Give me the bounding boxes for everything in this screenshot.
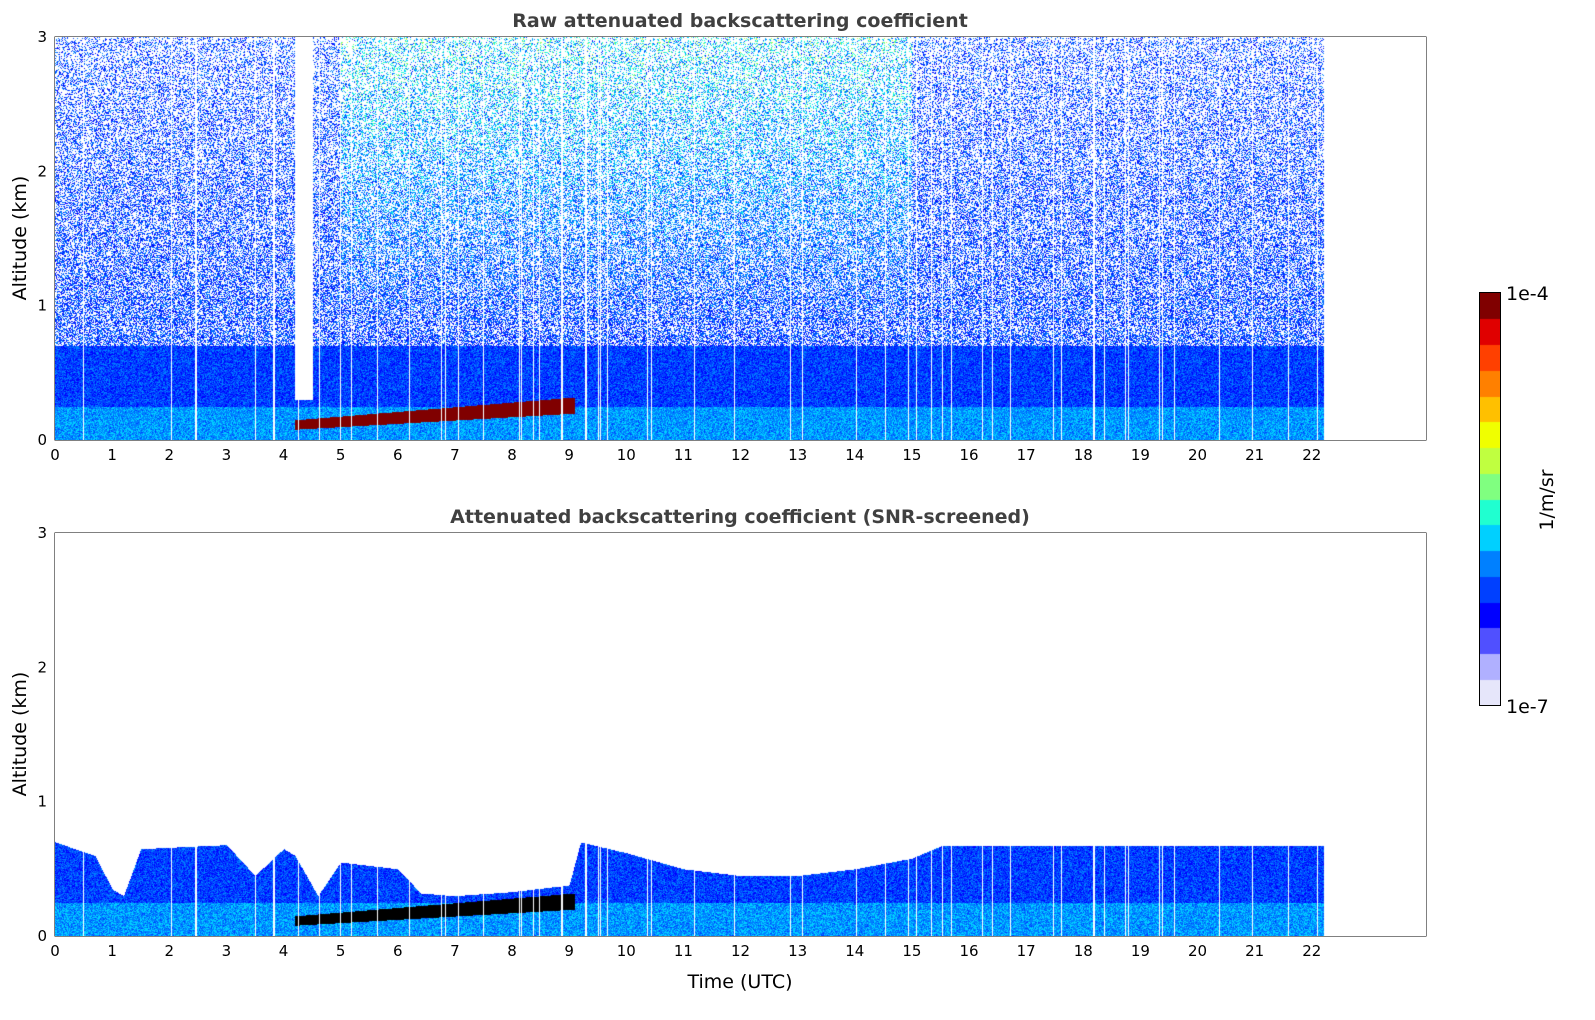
y-tick-label: 1 (37, 793, 47, 811)
x-tick-label: 21 (1245, 446, 1264, 464)
x-tick-label: 11 (674, 942, 693, 960)
y-tick-label: 1 (37, 297, 47, 315)
x-tick-label: 10 (617, 942, 636, 960)
x-tick-label: 20 (1188, 446, 1207, 464)
x-tick-label: 13 (788, 942, 807, 960)
colorbar-unit-label: 1/m/sr (1536, 469, 1558, 530)
x-tick-label: 11 (674, 446, 693, 464)
x-tick-label: 7 (450, 942, 460, 960)
x-tick-label: 14 (845, 446, 864, 464)
x-tick-label: 22 (1302, 942, 1321, 960)
x-tick-label: 15 (902, 446, 921, 464)
x-tick-label: 16 (959, 446, 978, 464)
y-tick-label: 0 (37, 927, 47, 945)
x-tick-label: 3 (222, 942, 232, 960)
x-tick-label: 8 (507, 446, 517, 464)
x-tick-label: 13 (788, 446, 807, 464)
x-tick-label: 8 (507, 942, 517, 960)
bottom-y-axis-label: Altitude (km) (9, 672, 31, 797)
x-tick-label: 16 (959, 942, 978, 960)
x-tick-label: 18 (1074, 942, 1093, 960)
x-tick-label: 22 (1302, 446, 1321, 464)
x-tick-label: 2 (164, 446, 174, 464)
y-tick-label: 3 (37, 524, 47, 542)
x-tick-label: 6 (393, 942, 403, 960)
x-tick-label: 15 (902, 942, 921, 960)
x-tick-label: 19 (1131, 446, 1150, 464)
x-tick-label: 5 (336, 446, 346, 464)
x-axis-label: Time (UTC) (686, 971, 792, 993)
colorbar (1479, 292, 1501, 706)
raw-backscatter-heatmap (55, 37, 1426, 440)
x-tick-label: 17 (1017, 942, 1036, 960)
y-tick-label: 0 (37, 431, 47, 449)
x-tick-label: 5 (336, 942, 346, 960)
colorbar-min-label: 1e-7 (1506, 696, 1549, 718)
x-tick-label: 19 (1131, 942, 1150, 960)
x-tick-label: 10 (617, 446, 636, 464)
x-tick-label: 4 (279, 446, 289, 464)
x-tick-label: 0 (50, 446, 60, 464)
y-tick-label: 2 (37, 162, 47, 180)
x-tick-label: 17 (1017, 446, 1036, 464)
top-y-axis-label: Altitude (km) (9, 176, 31, 301)
colorbar-max-label: 1e-4 (1506, 283, 1549, 305)
x-tick-label: 9 (564, 942, 574, 960)
x-tick-label: 2 (164, 942, 174, 960)
x-tick-label: 14 (845, 942, 864, 960)
x-tick-label: 6 (393, 446, 403, 464)
y-tick-label: 2 (37, 658, 47, 676)
x-tick-label: 9 (564, 446, 574, 464)
top-panel-title: Raw attenuated backscattering coefficien… (512, 10, 968, 32)
bottom-panel-title: Attenuated backscattering coefficient (S… (450, 506, 1030, 528)
screened-backscatter-heatmap (55, 533, 1426, 936)
x-tick-label: 12 (731, 446, 750, 464)
x-tick-label: 7 (450, 446, 460, 464)
y-tick-label: 3 (37, 28, 47, 46)
x-tick-label: 18 (1074, 446, 1093, 464)
x-tick-label: 0 (50, 942, 60, 960)
x-tick-label: 12 (731, 942, 750, 960)
x-tick-label: 3 (222, 446, 232, 464)
x-tick-label: 21 (1245, 942, 1264, 960)
x-tick-label: 1 (107, 446, 117, 464)
x-tick-label: 20 (1188, 942, 1207, 960)
x-tick-label: 1 (107, 942, 117, 960)
x-tick-label: 4 (279, 942, 289, 960)
